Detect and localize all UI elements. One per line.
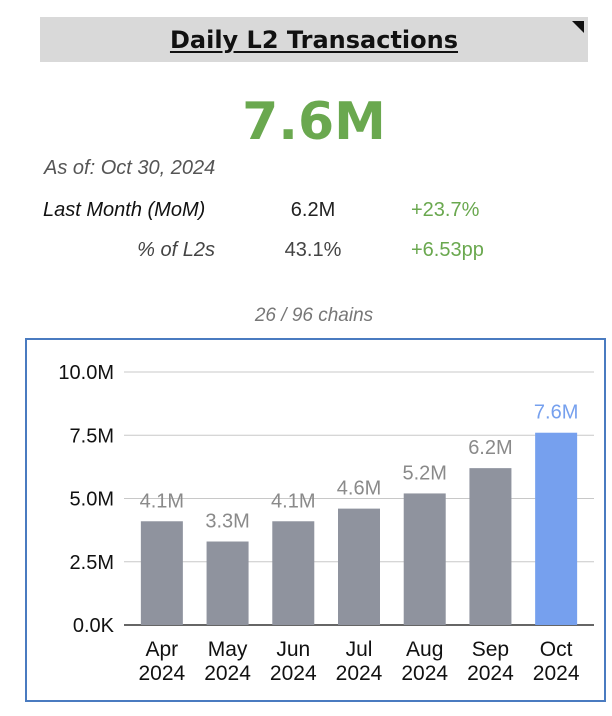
y-tick-label: 7.5M (70, 425, 114, 447)
pct-of-l2s-change: +6.53pp (411, 239, 484, 261)
data-label: 4.1M (271, 490, 315, 512)
chart-title: Daily L2 Transactions (169, 26, 459, 54)
x-tick-label-year: 2024 (336, 662, 383, 685)
x-tick-label-month: Aug (406, 638, 443, 661)
y-tick-label: 0.0K (73, 615, 115, 637)
corner-menu-icon[interactable] (572, 21, 584, 33)
bar-chart: 0.0K2.5M5.0M7.5M10.0M4.1MApr20243.3MMay2… (58, 362, 594, 685)
pct-of-l2s-label: % of L2s (137, 239, 215, 261)
bar (338, 508, 380, 625)
data-label: 4.6M (337, 478, 381, 500)
x-tick-label-month: May (208, 638, 248, 661)
last-month-value: 6.2M (290, 199, 336, 221)
x-tick-label-month: Oct (540, 638, 573, 661)
chains-note: 26 / 96 chains (254, 305, 374, 326)
y-tick-label: 5.0M (70, 489, 114, 511)
data-label: 5.2M (402, 462, 446, 484)
x-tick-label-year: 2024 (467, 662, 514, 685)
x-tick-label-year: 2024 (138, 662, 185, 685)
bar (140, 521, 183, 625)
pct-of-l2s-value: 43.1% (284, 239, 342, 261)
x-tick-label-month: Jun (276, 638, 310, 661)
y-tick-label: 2.5M (70, 552, 114, 574)
data-label: 7.6M (534, 402, 578, 424)
last-month-change: +23.7% (411, 199, 480, 221)
y-tick-label: 10.0M (58, 362, 114, 384)
title-bar: Daily L2 Transactions (40, 17, 588, 62)
x-tick-label-month: Jul (346, 638, 373, 661)
data-label: 3.3M (205, 511, 249, 533)
data-label: 6.2M (468, 437, 512, 459)
chart-frame: 0.0K 2.5M 5.0M 7.5M 10.0M 4.1M Apr 2024 3.3M May 2… (25, 338, 606, 702)
bar (535, 432, 578, 625)
headline-value: 7.6M (242, 92, 386, 152)
last-month-label: Last Month (MoM) (43, 199, 206, 221)
x-tick-label-year: 2024 (533, 662, 580, 685)
x-tick-label-year: 2024 (204, 662, 251, 685)
x-tick-label-year: 2024 (401, 662, 448, 685)
bar (469, 468, 512, 625)
bar (272, 521, 315, 625)
data-label: 4.1M (140, 490, 184, 512)
x-tick-label-month: Apr (146, 638, 179, 661)
bar (206, 541, 249, 625)
bar (403, 493, 446, 625)
x-tick-label-year: 2024 (270, 662, 317, 685)
x-tick-label-month: Sep (472, 638, 509, 661)
as-of-date: As of: Oct 30, 2024 (44, 157, 216, 179)
